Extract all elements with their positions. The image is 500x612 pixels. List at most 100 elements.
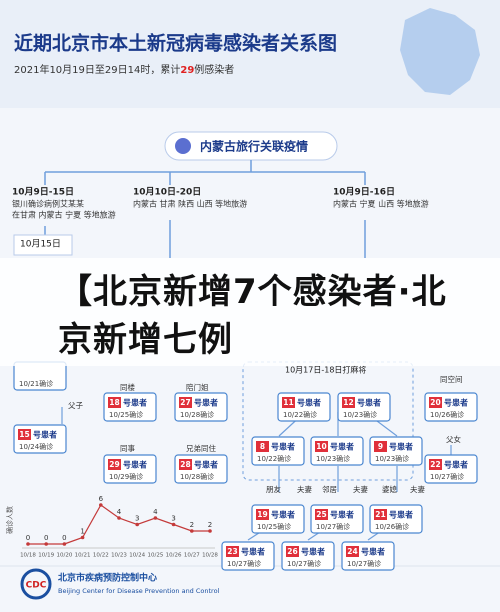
patient-label: 号患者: [301, 547, 325, 557]
relation-label: 父女: [446, 434, 461, 444]
relation-label: 朋友: [266, 484, 281, 494]
patient-badge: [108, 397, 121, 408]
patient-date: 10/27确诊: [316, 522, 350, 531]
patient-num: 18: [109, 398, 119, 407]
hub-label: 内蒙古旅行关联疫情: [200, 139, 308, 154]
trend-value: 0: [26, 534, 30, 542]
relation-label: 同楼: [120, 382, 135, 392]
trend-point: [208, 529, 212, 533]
trend-value: 3: [171, 515, 175, 523]
virus-icon: [175, 138, 191, 154]
branch-date: 10月9日-15日: [12, 187, 74, 198]
patient-num: 23: [227, 547, 237, 556]
patient-badge: [282, 397, 295, 408]
patient-num: 24: [347, 547, 357, 556]
relation-label: 兄弟同住: [186, 443, 216, 453]
org: 北京市疾病预防控制中心: [58, 572, 157, 584]
trend-x-label: 10/23: [111, 553, 127, 559]
patient-label: 号患者: [389, 510, 413, 520]
banner: 【北京新增7个感染者·北京新增七例: [0, 258, 500, 366]
patient-badge: [315, 441, 328, 452]
group-label: 10月17日-18日打麻将: [285, 365, 366, 375]
trend-point: [153, 516, 158, 520]
trend-point: [80, 535, 85, 540]
patient-badge: [374, 441, 387, 452]
patient-label: 号患者: [361, 547, 385, 557]
branch-line: 银川确诊病例艾某某: [12, 199, 84, 209]
patient-label: 号患者: [444, 460, 468, 470]
patient-label: 号患者: [271, 442, 295, 452]
patient-date: 10/27确诊: [347, 559, 381, 568]
trend-value: 4: [117, 508, 122, 516]
subtitle: 2021年10月19日至29日14时，累计29例感染者: [14, 63, 234, 76]
patient-badge: [429, 397, 442, 408]
patient-label: 号患者: [297, 398, 321, 408]
patient-num: 29: [109, 460, 119, 469]
branch-line: 内蒙古 甘肃 陕西 山西 等地旅游: [133, 199, 247, 209]
logo-text: CDC: [26, 581, 47, 591]
patient-date: 10/23确诊: [343, 410, 377, 419]
patient-num: 10: [316, 442, 326, 451]
patient-num: 22: [430, 460, 440, 469]
trend-value: 3: [135, 515, 139, 523]
patient-date: 10/27确诊: [227, 559, 261, 568]
patient-label: 号患者: [194, 398, 218, 408]
patient-num: 11: [283, 398, 293, 407]
patient-num: 28: [180, 460, 190, 469]
patient-date: 10/25确诊: [257, 522, 291, 531]
relation-label: 邻居: [322, 484, 337, 494]
patient-badge: [315, 509, 328, 520]
subtitle-prefix: 2021年10月19日至29日14时，累计: [14, 63, 180, 76]
branch-lines: [44, 160, 366, 258]
trend-point: [99, 503, 103, 507]
banner-text: 【北京新增7个感染者·北京新增七例: [58, 272, 447, 360]
trend-point: [135, 522, 139, 527]
trend-x-label: 10/20: [56, 553, 72, 559]
relation-label: 陪门姐: [186, 382, 209, 392]
patient-date: 10/24确诊: [19, 442, 53, 451]
patient-label: 号患者: [444, 398, 468, 408]
trend-point: [26, 542, 30, 546]
relation-label: 夫妻: [353, 484, 368, 494]
relation-label: 婆媳: [382, 484, 397, 494]
patient-date: 10/28确诊: [180, 410, 214, 419]
patient-badge: [226, 546, 239, 557]
trend-x-label: 10/21: [75, 553, 91, 559]
patient-badge: [256, 509, 269, 520]
patient-label: 号患者: [123, 398, 147, 408]
patient-badge: [179, 397, 192, 408]
patient-badge: [256, 441, 269, 452]
patient-label: 号患者: [357, 398, 381, 408]
branch-line: 内蒙古 宁夏 山西 等地旅游: [333, 199, 429, 209]
patient-badge: [346, 546, 359, 557]
patient-badge: [429, 459, 442, 470]
map: [400, 8, 480, 95]
patient-label: 号患者: [194, 460, 218, 470]
patient-badge: [286, 546, 299, 557]
patient-num: 21: [375, 510, 385, 519]
patient-date: 10/26确诊: [430, 410, 464, 419]
logo-ring: [20, 568, 52, 600]
trend-value: 2: [208, 521, 212, 529]
subtitle-count: 29: [180, 65, 194, 76]
patient-date: 10/22确诊: [283, 410, 317, 419]
trend-x-label: 10/24: [129, 553, 145, 559]
patient-num: 15: [19, 430, 29, 439]
trend-value: 0: [62, 534, 66, 542]
relation-label: 夫妻: [410, 484, 425, 494]
branch-line: 在甘肃 内蒙古 宁夏 等地旅游: [12, 210, 116, 220]
patient-date: 10/27确诊: [430, 472, 464, 481]
patient-label: 号患者: [389, 442, 413, 452]
partial-date: 10月15日: [20, 239, 61, 250]
patient-label: 号患者: [241, 547, 265, 557]
branch-date: 10月9日-16日: [333, 187, 395, 198]
patient-date: 10/26确诊: [375, 522, 409, 531]
patient-label: 号患者: [330, 510, 354, 520]
patient-num: 20: [430, 398, 440, 407]
trend-value: 0: [44, 534, 48, 542]
patient-label: 号患者: [271, 510, 295, 520]
patient-num: 19: [257, 510, 267, 519]
trend-x-label: 10/19: [38, 553, 54, 559]
